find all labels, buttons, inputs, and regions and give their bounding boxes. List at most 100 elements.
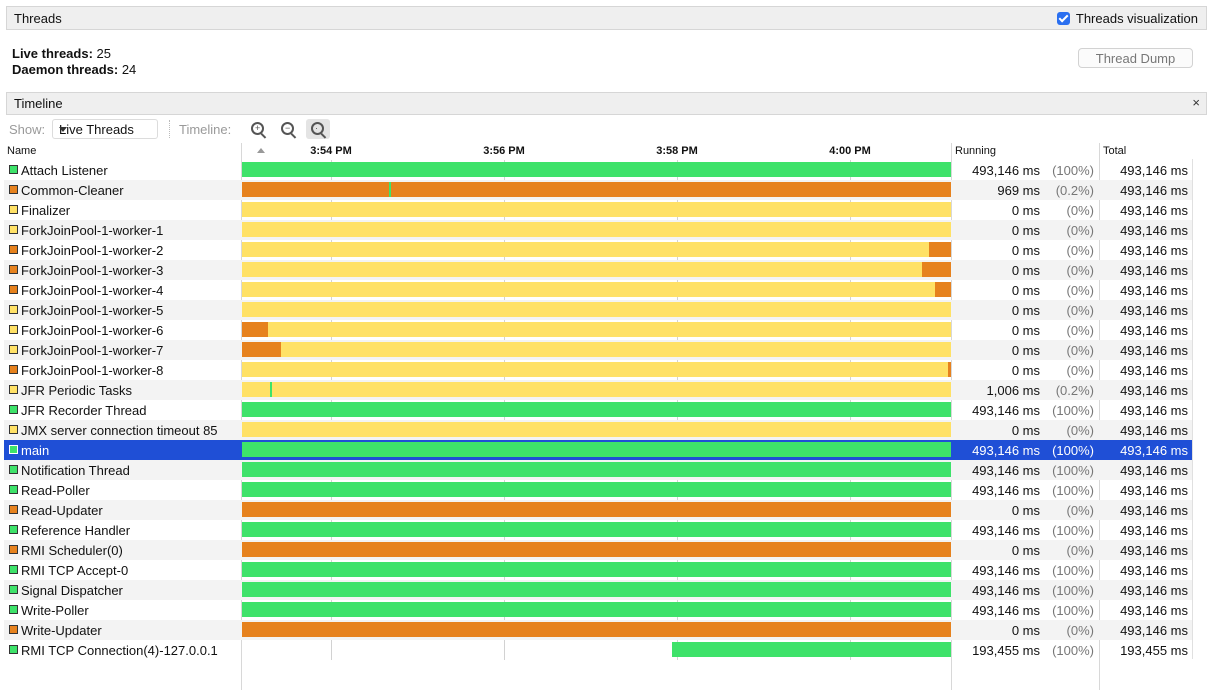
total-time: 493,146 ms bbox=[1120, 303, 1188, 318]
running-percent: (100%) bbox=[1052, 563, 1094, 578]
total-time: 493,146 ms bbox=[1120, 423, 1188, 438]
thread-name: ForkJoinPool-1-worker-1 bbox=[21, 223, 164, 238]
total-time: 493,146 ms bbox=[1120, 603, 1188, 618]
thread-row[interactable]: Notification Thread 493,146 ms (100%) 493,1… bbox=[4, 460, 1193, 480]
thread-timeline-bar bbox=[242, 522, 951, 537]
column-divider-name bbox=[241, 143, 242, 690]
total-time: 493,146 ms bbox=[1120, 403, 1188, 418]
thread-timeline-bar bbox=[242, 482, 951, 497]
running-time: 493,146 ms bbox=[972, 163, 1040, 178]
threads-visualization-label[interactable]: Threads visualization bbox=[1075, 11, 1198, 26]
running-percent: (100%) bbox=[1052, 163, 1094, 178]
thread-row[interactable]: ForkJoinPool-1-worker-6 0 ms (0%) 493,146 m… bbox=[4, 320, 1193, 340]
sort-ascending-icon bbox=[257, 148, 265, 153]
thread-timeline-bar bbox=[242, 402, 951, 417]
thread-row[interactable]: JMX server connection timeout 85 0 ms (0%)… bbox=[4, 420, 1193, 440]
timeline-segment-waiting bbox=[391, 182, 951, 197]
thread-row[interactable]: ForkJoinPool-1-worker-3 0 ms (0%) 493,146 m… bbox=[4, 260, 1193, 280]
thread-timeline-bar bbox=[242, 162, 951, 177]
thread-name: Attach Listener bbox=[21, 163, 108, 178]
show-label: Show: bbox=[9, 122, 46, 137]
total-time: 493,146 ms bbox=[1120, 263, 1188, 278]
close-icon[interactable]: × bbox=[1192, 95, 1200, 110]
thread-row[interactable]: ForkJoinPool-1-worker-5 0 ms (0%) 493,146 m… bbox=[4, 300, 1193, 320]
timeline-segment-sleeping bbox=[242, 422, 951, 437]
show-select[interactable]: Live Threads bbox=[52, 119, 158, 139]
thread-row[interactable]: ForkJoinPool-1-worker-8 0 ms (0%) 493,146 m… bbox=[4, 360, 1193, 380]
thread-row[interactable]: Attach Listener 493,146 ms (100%) 493,146 m… bbox=[4, 160, 1193, 180]
thread-timeline-bar bbox=[242, 502, 951, 517]
running-percent: (0%) bbox=[1066, 283, 1094, 298]
thread-state-icon bbox=[9, 245, 18, 254]
thread-row[interactable]: ForkJoinPool-1-worker-1 0 ms (0%) 493,146 m… bbox=[4, 220, 1193, 240]
running-time: 0 ms bbox=[1011, 623, 1040, 638]
column-divider-timeline bbox=[951, 143, 952, 690]
zoom-fit-button[interactable]: · bbox=[306, 119, 330, 139]
show-select-value: Live Threads bbox=[59, 122, 134, 137]
running-percent: (0%) bbox=[1066, 203, 1094, 218]
thread-name: ForkJoinPool-1-worker-3 bbox=[21, 263, 164, 278]
thread-row[interactable]: JFR Recorder Thread 493,146 ms (100%) 493,1… bbox=[4, 400, 1193, 420]
thread-name: Notification Thread bbox=[21, 463, 130, 478]
total-time: 493,146 ms bbox=[1120, 463, 1188, 478]
thread-row[interactable]: Read-Updater 0 ms (0%) 493,146 ms bbox=[4, 500, 1193, 520]
running-time: 493,146 ms bbox=[972, 603, 1040, 618]
thread-row[interactable]: Read-Poller 493,146 ms (100%) 493,146 ms bbox=[4, 480, 1193, 500]
thread-state-icon bbox=[9, 405, 18, 414]
toolbar-separator bbox=[169, 120, 170, 138]
thread-dump-button[interactable]: Thread Dump bbox=[1078, 48, 1193, 68]
zoom-in-button[interactable]: + bbox=[246, 119, 270, 139]
timeline-segment-running bbox=[672, 642, 951, 657]
zoom-in-icon: + bbox=[251, 122, 264, 135]
threads-visualization-toggle[interactable]: Threads visualization bbox=[1056, 11, 1198, 26]
thread-stats: Live threads: 25 Daemon threads: 24 bbox=[12, 46, 136, 78]
column-header-name[interactable]: Name bbox=[7, 145, 37, 157]
thread-state-icon bbox=[9, 365, 18, 374]
thread-row[interactable]: Reference Handler 493,146 ms (100%) 493,146… bbox=[4, 520, 1193, 540]
thread-name: Read-Updater bbox=[21, 503, 103, 518]
thread-row[interactable]: RMI TCP Accept-0 493,146 ms (100%) 493,146 … bbox=[4, 560, 1193, 580]
column-divider-running bbox=[1099, 143, 1100, 690]
running-percent: (0%) bbox=[1066, 423, 1094, 438]
column-header-running[interactable]: Running bbox=[955, 145, 996, 157]
threads-visualization-checkbox[interactable] bbox=[1056, 12, 1070, 25]
thread-row[interactable]: ForkJoinPool-1-worker-4 0 ms (0%) 493,146 m… bbox=[4, 280, 1193, 300]
running-percent: (0%) bbox=[1066, 263, 1094, 278]
thread-row[interactable]: JFR Periodic Tasks 1,006 ms (0.2%) 493,146 … bbox=[4, 380, 1193, 400]
thread-timeline-bar bbox=[242, 282, 951, 297]
thread-row[interactable]: ForkJoinPool-1-worker-2 0 ms (0%) 493,146 m… bbox=[4, 240, 1193, 260]
vertical-scrollbar[interactable] bbox=[1192, 159, 1193, 659]
thread-state-icon bbox=[9, 285, 18, 294]
running-time: 0 ms bbox=[1011, 543, 1040, 558]
thread-row[interactable]: ForkJoinPool-1-worker-7 0 ms (0%) 493,146 m… bbox=[4, 340, 1193, 360]
zoom-out-icon: − bbox=[281, 122, 294, 135]
thread-row[interactable]: Write-Poller 493,146 ms (100%) 493,146 ms bbox=[4, 600, 1193, 620]
time-label: 3:54 PM bbox=[310, 145, 352, 157]
total-time: 493,146 ms bbox=[1120, 523, 1188, 538]
running-percent: (0%) bbox=[1066, 503, 1094, 518]
thread-row[interactable]: main 493,146 ms (100%) 493,146 ms bbox=[4, 440, 1193, 460]
thread-row[interactable]: RMI Scheduler(0) 0 ms (0%) 493,146 ms bbox=[4, 540, 1193, 560]
timeline-zoom-label: Timeline: bbox=[179, 122, 232, 137]
thread-state-icon bbox=[9, 445, 18, 454]
thread-timeline-bar bbox=[242, 302, 951, 317]
thread-row[interactable]: RMI TCP Connection(4)-127.0.0.1 193,455 m… bbox=[4, 640, 1193, 660]
timeline-segment-sleeping bbox=[272, 382, 951, 397]
timeline-segment-sleeping bbox=[242, 222, 951, 237]
total-time: 493,146 ms bbox=[1120, 543, 1188, 558]
total-time: 493,146 ms bbox=[1120, 583, 1188, 598]
running-percent: (100%) bbox=[1052, 643, 1094, 658]
thread-row[interactable]: Write-Updater 0 ms (0%) 493,146 ms bbox=[4, 620, 1193, 640]
zoom-fit-icon: · bbox=[311, 122, 324, 135]
running-time: 0 ms bbox=[1011, 303, 1040, 318]
thread-timeline-bar bbox=[242, 242, 951, 257]
thread-row[interactable]: Finalizer 0 ms (0%) 493,146 ms bbox=[4, 200, 1193, 220]
total-time: 493,146 ms bbox=[1120, 343, 1188, 358]
zoom-out-button[interactable]: − bbox=[276, 119, 300, 139]
thread-name: Read-Poller bbox=[21, 483, 90, 498]
thread-row[interactable]: Signal Dispatcher 493,146 ms (100%) 493,146… bbox=[4, 580, 1193, 600]
column-header-total[interactable]: Total bbox=[1103, 145, 1127, 157]
thread-name: ForkJoinPool-1-worker-4 bbox=[21, 283, 164, 298]
thread-row[interactable]: Common-Cleaner 969 ms (0.2%) 493,146 ms bbox=[4, 180, 1193, 200]
running-time: 0 ms bbox=[1011, 343, 1040, 358]
